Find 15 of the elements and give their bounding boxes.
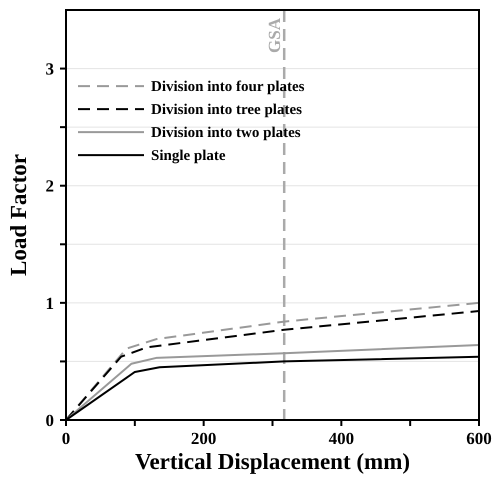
- x-tick-label: 200: [190, 429, 216, 448]
- ref-line-label: GSA: [265, 17, 284, 53]
- legend-label: Division into four plates: [151, 79, 305, 96]
- x-axis-title: Vertical Displacement (mm): [134, 449, 410, 474]
- y-tick-label: 2: [46, 176, 54, 196]
- y-tick-label: 0: [46, 411, 54, 430]
- legend-label: Division into two plates: [151, 125, 301, 142]
- y-axis-title: Load Factor: [6, 154, 31, 276]
- y-tick-label: 3: [46, 60, 54, 79]
- x-tick-label: 600: [466, 429, 492, 448]
- x-tick-label: 0: [62, 429, 70, 448]
- x-tick-label: 400: [328, 429, 354, 448]
- legend-label: Division into tree plates: [151, 102, 302, 118]
- legend-label: Single plate: [151, 148, 226, 164]
- y-tick-label: 1: [46, 294, 54, 313]
